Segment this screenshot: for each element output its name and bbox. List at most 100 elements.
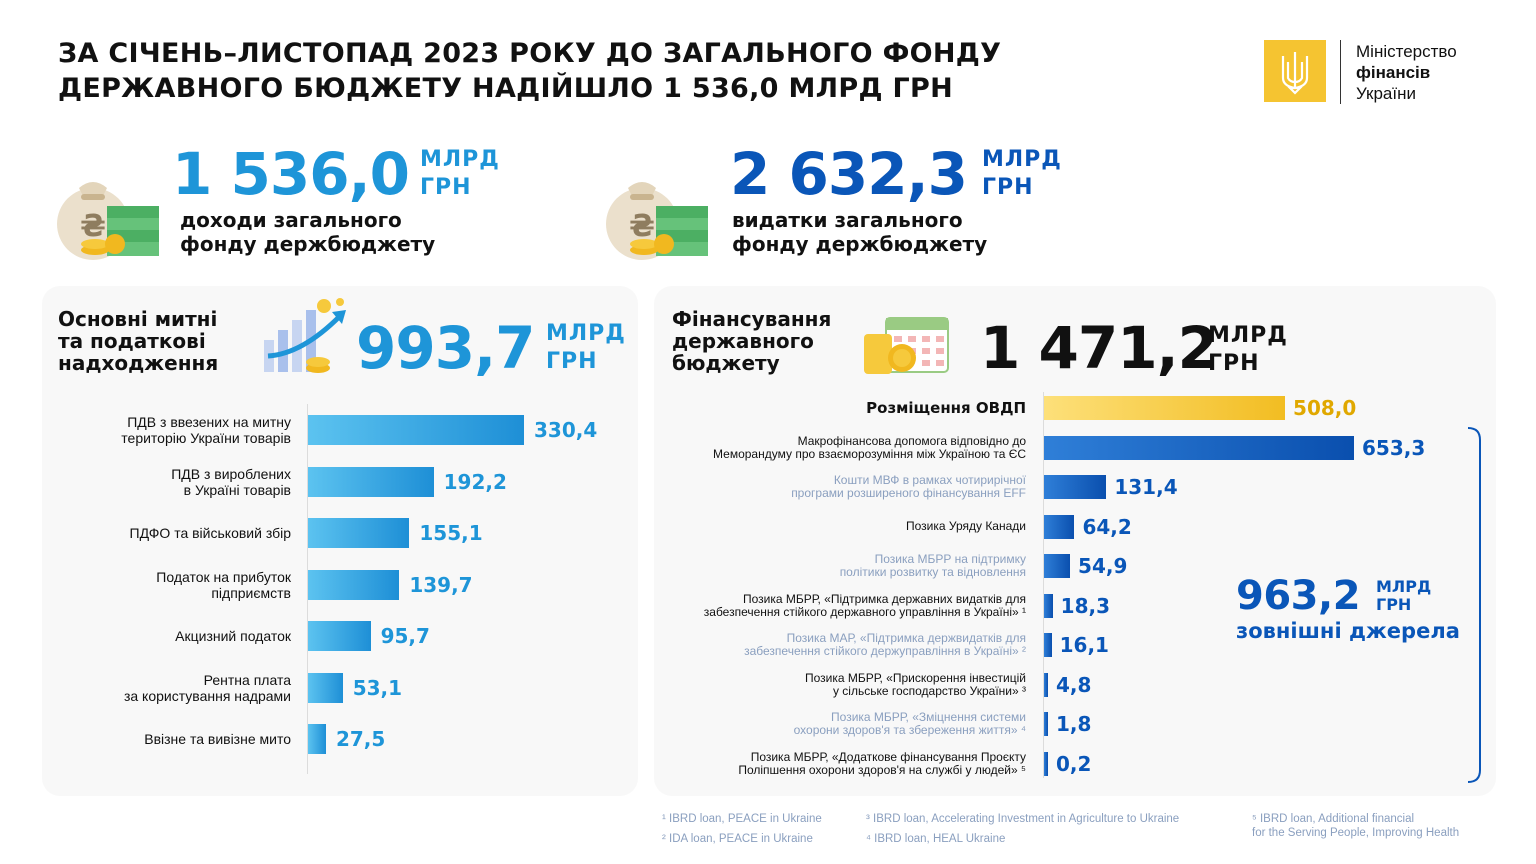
bar-label: Акцизний податок — [175, 628, 291, 644]
logo-line-3: України — [1356, 84, 1416, 103]
bar-label: Податок на прибуток підприємств — [156, 568, 291, 601]
revenue-kpi-unit: МЛРД ГРН — [420, 146, 500, 202]
bar — [308, 621, 371, 651]
expenditure-kpi-unit: МЛРД ГРН — [982, 146, 1062, 202]
bar — [1044, 396, 1286, 420]
page-title: ЗА СІЧЕНЬ–ЛИСТОПАД 2023 РОКУ ДО ЗАГАЛЬНО… — [58, 36, 1158, 106]
financing-panel-unit-2: ГРН — [1208, 351, 1260, 376]
revenue-panel-unit-2: ГРН — [546, 349, 598, 374]
revenue-kpi-desc-1: доходи загального — [180, 208, 402, 232]
bar — [308, 672, 343, 703]
bar-value-label: 131,4 — [1114, 475, 1178, 499]
money-bag-icon: ₴ — [55, 158, 165, 266]
external-sources-total: 963,2 — [1236, 573, 1361, 619]
bar-label: Позика Уряду Канади — [905, 519, 1026, 533]
financing-panel-title-2: державного — [672, 329, 814, 353]
footnote-1: ¹ IBRD loan, PEACE in Ukraine — [662, 813, 822, 825]
bar-value-label: 18,3 — [1060, 593, 1111, 618]
footnote-3: ³ IBRD loan, Accelerating Investment in … — [866, 813, 1180, 825]
bar-label: Ввізне та вивізне мито — [144, 731, 291, 747]
bar-value-label: 27,5 — [335, 727, 386, 751]
financing-panel — [654, 286, 1496, 796]
bar — [1044, 633, 1052, 657]
footnote-4: ⁴ IBRD loan, HEAL Ukraine — [866, 833, 1006, 845]
expenditure-kpi-desc: видатки загального фонду держбюджету — [732, 208, 987, 256]
bar-value-label: 4,8 — [1056, 672, 1092, 697]
financing-panel-unit-1: МЛРД — [1208, 323, 1288, 348]
bar — [308, 466, 434, 497]
revenue-panel-title-3: надходження — [58, 351, 219, 375]
expenditure-kpi-desc-1: видатки загального — [732, 208, 963, 232]
financing-axis-line — [1043, 392, 1044, 778]
bar-label: Макрофінансова допомога відповідно до Мем… — [713, 433, 1026, 461]
footnote-5-line-1: ⁵ IBRD loan, Additional financial — [1252, 813, 1415, 825]
revenue-panel-title: Основні митні та податкові надходження — [58, 308, 218, 374]
revenue-panel-title-2: та податкові — [58, 329, 206, 353]
bar — [308, 518, 410, 548]
bar-label: Рентна плата за користування надрами — [123, 671, 291, 704]
external-sources-unit: МЛРД ГРН — [1376, 578, 1431, 614]
footnote-5-line-2: for the Serving People, Improving Health — [1252, 827, 1460, 839]
title-line-1: ЗА СІЧЕНЬ–ЛИСТОПАД 2023 РОКУ ДО ЗАГАЛЬНО… — [58, 38, 1002, 69]
bar-value-label: 95,7 — [380, 624, 430, 648]
external-sources-unit-1: МЛРД — [1376, 577, 1432, 596]
financing-panel-title: Фінансування державного бюджету — [672, 308, 831, 374]
expenditure-kpi-desc-2: фонду держбюджету — [732, 232, 988, 256]
bar — [1044, 435, 1354, 460]
footnote-5: ⁵ IBRD loan, Additional financial for th… — [1252, 812, 1459, 840]
money-bag-icon: ₴ — [604, 158, 714, 266]
bar-label: Позика МБРР, «Зміцнення системи охорони з… — [793, 710, 1026, 737]
bar — [308, 415, 524, 445]
bar — [1044, 554, 1071, 578]
bar-label: ПДФО та військовий збір — [129, 525, 291, 541]
bar-value-label: 330,4 — [534, 418, 598, 442]
bar — [1044, 672, 1048, 697]
growth-chart-icon — [262, 296, 352, 380]
bar-value-label: 0,2 — [1056, 751, 1092, 776]
bar-label: Позика МБРР на підтримку політики розвитк… — [839, 552, 1026, 579]
logo-line-2: фінансів — [1356, 63, 1431, 82]
revenue-panel-total: 993,7 — [356, 314, 535, 382]
bar-label: Позика МБРР, «Додаткове фінансування Про… — [738, 749, 1026, 777]
revenue-axis-line — [307, 404, 308, 774]
revenue-panel-title-1: Основні митні — [58, 307, 218, 331]
revenue-panel-unit: МЛРД ГРН — [546, 320, 626, 376]
title-line-2: ДЕРЖАВНОГО БЮДЖЕТУ НАДІЙШЛО 1 536,0 МЛРД… — [58, 73, 953, 104]
bar-value-label: 155,1 — [419, 521, 483, 545]
svg-text:₴: ₴ — [629, 209, 655, 244]
bar-label: ПДВ з вироблених в Україні товарів — [171, 465, 291, 498]
revenue-kpi-unit-1: МЛРД — [420, 147, 500, 172]
bar — [308, 569, 400, 600]
bar-label: Позика МАР, «Підтримка держвидатків для з… — [744, 631, 1026, 658]
bar — [1044, 475, 1107, 499]
expenditure-kpi-value: 2 632,3 — [730, 140, 968, 208]
bar — [1044, 712, 1048, 736]
bar — [308, 724, 326, 754]
footnote-2: ² IDA loan, PEACE in Ukraine — [662, 833, 813, 845]
revenue-kpi-desc-2: фонду держбюджету — [180, 232, 436, 256]
external-sources-unit-2: ГРН — [1376, 595, 1412, 614]
bar-label: ПДВ з ввезених на митну територію України… — [121, 414, 291, 446]
expenditure-kpi-unit-2: ГРН — [982, 175, 1034, 200]
external-sources-desc: зовнішні джерела — [1236, 619, 1460, 643]
bar-value-label: 64,2 — [1082, 514, 1132, 539]
revenue-kpi-unit-2: ГРН — [420, 175, 472, 200]
financing-panel-unit: МЛРД ГРН — [1208, 322, 1288, 378]
bar-value-label: 139,7 — [409, 572, 473, 597]
financing-panel-total: 1 471,2 — [980, 314, 1218, 382]
trident-icon — [1264, 40, 1326, 102]
bar — [1044, 593, 1053, 618]
ministry-logo-text: Міністерство фінансів України — [1356, 41, 1457, 104]
bar — [1044, 751, 1048, 776]
bar-value-label: 53,1 — [352, 675, 403, 700]
revenue-kpi-value: 1 536,0 — [172, 140, 410, 208]
revenue-kpi-desc: доходи загального фонду держбюджету — [180, 208, 435, 256]
bar-label: Позика МБРР, «Прискорення інвестицій у сі… — [805, 670, 1026, 698]
bar-value-label: 16,1 — [1059, 633, 1109, 657]
logo-line-1: Міністерство — [1356, 42, 1457, 61]
revenue-panel-unit-1: МЛРД — [546, 321, 626, 346]
bar-label: Розміщення ОВДП — [866, 398, 1026, 417]
bar-label: Позика МБРР, «Підтримка державних видатк… — [703, 591, 1026, 619]
expenditure-kpi-unit-1: МЛРД — [982, 147, 1062, 172]
external-sources-bracket — [1464, 426, 1488, 788]
